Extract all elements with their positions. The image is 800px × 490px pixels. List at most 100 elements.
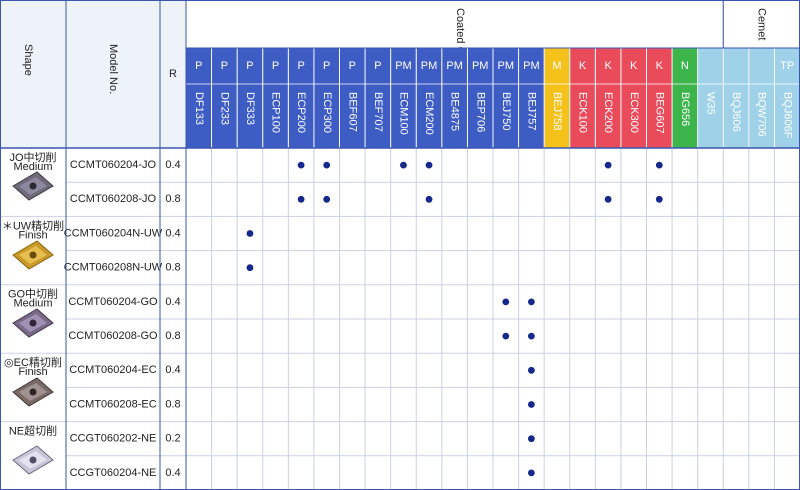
insert-icon xyxy=(12,308,54,338)
availability-dot xyxy=(297,195,305,203)
iso-cell xyxy=(620,48,647,148)
iso-label: K xyxy=(630,60,638,72)
insert-icon xyxy=(12,171,54,201)
iso-cell xyxy=(211,48,238,148)
iso-cell xyxy=(774,48,800,148)
r-value: 0.4 xyxy=(165,159,180,171)
availability-dot xyxy=(655,161,663,169)
iso-cell xyxy=(569,48,596,148)
grade-label: DF133 xyxy=(193,92,205,125)
shape-name: GO中切削 xyxy=(8,287,58,301)
header-left-bg xyxy=(0,0,186,148)
iso-cell xyxy=(595,48,621,148)
iso-cell xyxy=(544,48,570,148)
grade-label: BQW706 xyxy=(756,92,768,137)
r-value: 0.8 xyxy=(165,330,180,342)
model-no: CCMT060208-EC xyxy=(69,398,156,410)
grade-label: BEJ757 xyxy=(525,92,537,131)
iso-label: P xyxy=(246,60,253,72)
header-model: Model No. xyxy=(107,44,119,94)
iso-cell xyxy=(493,48,519,148)
shape-name: ◎EC精切削 xyxy=(4,355,62,369)
grade-label: ECP200 xyxy=(295,92,307,133)
iso-cell xyxy=(339,48,366,148)
r-value: 0.8 xyxy=(165,398,180,410)
grade-label: BG656 xyxy=(679,92,691,126)
insert-icon xyxy=(12,377,54,407)
iso-cell xyxy=(723,48,749,148)
iso-label: PM xyxy=(523,60,540,72)
group-cermet: Cemet xyxy=(756,8,768,40)
grade-label: BEJ750 xyxy=(500,92,512,131)
grade-label: BEJ758 xyxy=(551,92,563,131)
shape-sub: Finish xyxy=(18,229,47,241)
iso-label: TP xyxy=(780,60,794,72)
availability-dot xyxy=(246,230,254,237)
availability-dot xyxy=(400,161,407,169)
iso-label: K xyxy=(604,60,612,72)
iso-cell xyxy=(365,48,391,148)
availability-dot xyxy=(425,161,433,169)
grade-label: BEF607 xyxy=(346,92,358,132)
iso-cell xyxy=(467,48,493,148)
iso-label: PM xyxy=(421,60,438,72)
availability-dot xyxy=(527,332,535,340)
grade-label: ECP100 xyxy=(270,92,282,133)
r-value: 0.4 xyxy=(165,364,180,376)
model-no: CCMT060204-GO xyxy=(68,296,158,308)
shape-name: JO中切削 xyxy=(9,150,56,164)
r-value: 0.2 xyxy=(165,433,180,445)
grade-label: ECK300 xyxy=(628,92,640,133)
iso-label: P xyxy=(221,60,228,72)
iso-label: P xyxy=(349,60,356,72)
header-r: R xyxy=(169,68,177,80)
iso-cell xyxy=(186,48,212,148)
iso-label: PM xyxy=(446,60,463,72)
availability-dot xyxy=(502,298,510,306)
availability-dot xyxy=(502,332,510,340)
grade-label: W35 xyxy=(705,92,717,115)
iso-label: P xyxy=(272,60,279,72)
model-no: CCGT060202-NE xyxy=(70,433,157,445)
iso-cell xyxy=(288,48,314,148)
insert-icon xyxy=(12,445,54,475)
model-no: CCMT060204N-UW xyxy=(64,227,163,239)
r-value: 0.4 xyxy=(165,467,180,479)
iso-cell xyxy=(313,48,340,148)
iso-label: PM xyxy=(498,60,515,72)
iso-cell xyxy=(518,48,545,148)
iso-label: PM xyxy=(472,60,489,72)
grade-label: BEF707 xyxy=(372,92,384,132)
availability-dot xyxy=(297,161,305,169)
iso-label: K xyxy=(579,60,587,72)
r-value: 0.4 xyxy=(165,227,180,239)
availability-dot xyxy=(323,195,331,203)
insert-icon xyxy=(12,240,54,270)
iso-label: P xyxy=(323,60,330,72)
grade-label: DF233 xyxy=(218,92,230,125)
availability-dot xyxy=(527,435,535,443)
shape-name: ＊UW精切削 xyxy=(2,218,64,232)
iso-label: P xyxy=(374,60,381,72)
shape-sub: Medium xyxy=(13,298,52,310)
shape-sub: Finish xyxy=(18,366,47,378)
iso-cell xyxy=(390,48,417,148)
availability-dot xyxy=(527,401,535,408)
availability-dot xyxy=(527,366,535,374)
grade-label: BQJ606 xyxy=(730,92,742,132)
r-value: 0.8 xyxy=(165,193,180,205)
iso-cell xyxy=(237,48,263,148)
availability-dot xyxy=(323,161,331,169)
availability-dot xyxy=(527,469,535,477)
grade-label: ECM100 xyxy=(398,92,410,135)
shape-name: NE超切削 xyxy=(9,424,57,438)
model-no: CCMT060208-GO xyxy=(68,330,158,342)
grade-label: BE4875 xyxy=(449,92,461,131)
grade-label: BQJ606F xyxy=(781,92,793,139)
iso-label: P xyxy=(195,60,202,72)
availability-dot xyxy=(604,161,612,169)
availability-dot xyxy=(604,195,612,203)
iso-label: PM xyxy=(395,60,412,72)
model-no: CCGT060204-NE xyxy=(70,467,157,479)
